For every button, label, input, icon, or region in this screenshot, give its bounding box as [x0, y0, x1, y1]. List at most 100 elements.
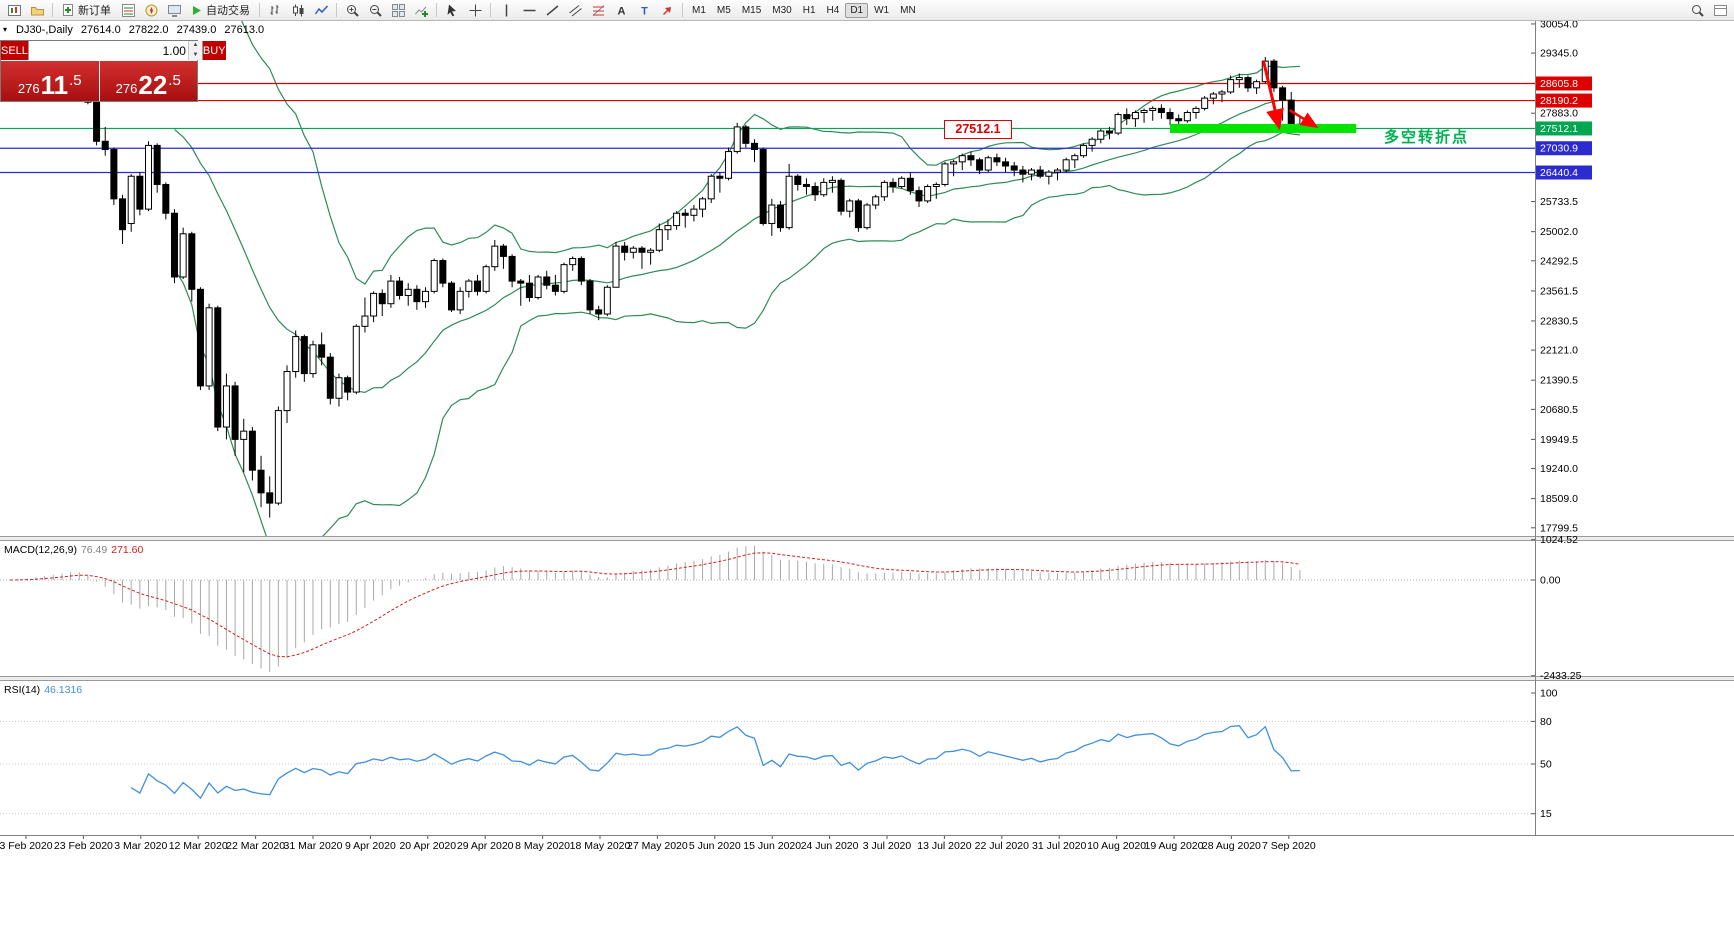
svg-text:27883.0: 27883.0 — [1540, 108, 1578, 120]
svg-text:3 Jul 2020: 3 Jul 2020 — [863, 840, 912, 852]
horizontal-line-icon[interactable] — [518, 1, 540, 20]
turning-point-note[interactable]: 多空转折点 — [1384, 129, 1470, 146]
svg-text:29345.0: 29345.0 — [1540, 48, 1578, 60]
buy-price-prefix: 276 — [115, 80, 138, 96]
volume-input[interactable] — [28, 41, 188, 60]
label-tool-icon[interactable]: T — [633, 1, 655, 20]
toolbar-separator — [52, 3, 53, 17]
timeframe-m15[interactable]: M15 — [741, 4, 762, 16]
new-chart-icon[interactable] — [3, 1, 25, 20]
autotrade-button[interactable]: 自动交易 — [186, 2, 255, 19]
volume-up-icon[interactable]: ▲ — [188, 41, 202, 51]
line-chart-type-icon[interactable] — [310, 1, 332, 20]
svg-text:12 Mar 2020: 12 Mar 2020 — [169, 840, 228, 852]
fibonacci-icon[interactable] — [587, 1, 609, 20]
market-watch-icon[interactable] — [117, 1, 139, 20]
svg-text:27512.1: 27512.1 — [1540, 123, 1578, 135]
navigator-icon[interactable] — [140, 1, 162, 20]
timeframe-w1[interactable]: W1 — [874, 4, 890, 16]
svg-text:15 Jun 2020: 15 Jun 2020 — [743, 840, 801, 852]
layout-icon[interactable] — [1709, 1, 1731, 20]
time-axis[interactable]: 3 Feb 2020 23 Feb 2020 3 Mar 2020 12 Mar 20… — [0, 836, 1316, 852]
text-tool-icon[interactable]: A — [610, 1, 632, 20]
macd-name: MACD(12,26,9) — [4, 544, 77, 556]
toolbar-separator — [336, 3, 337, 17]
one-click-collapse-icon[interactable]: ▾ — [3, 25, 8, 34]
timeframe-mn[interactable]: MN — [900, 4, 916, 16]
high-value: 27822.0 — [128, 24, 169, 36]
price-axis[interactable]: 30054.0 29345.0 27883.0 25733.5 25002.0 24292… — [1531, 18, 1592, 534]
buy-label-tab[interactable]: BUY — [202, 41, 226, 60]
timeframe-m30[interactable]: M30 — [772, 4, 792, 16]
chart-profiles-icon[interactable] — [26, 1, 48, 20]
macd-signal-value: 271.60 — [111, 544, 144, 556]
candles — [6, 42, 1304, 518]
svg-text:23 Feb 2020: 23 Feb 2020 — [54, 840, 113, 852]
svg-text:19 Aug 2020: 19 Aug 2020 — [1145, 840, 1204, 852]
svg-text:25002.0: 25002.0 — [1540, 226, 1578, 238]
svg-text:5 Jun 2020: 5 Jun 2020 — [689, 840, 741, 852]
indicators-icon[interactable] — [410, 1, 432, 20]
bar-chart-type-icon[interactable] — [264, 1, 286, 20]
main-chart[interactable] — [0, 0, 1535, 555]
buy-price-big: 22 — [138, 69, 168, 100]
toolbar-separator — [436, 3, 437, 17]
sell-button[interactable]: 276 11.5 — [1, 61, 99, 101]
close-value: 27613.0 — [224, 24, 265, 36]
tile-windows-icon[interactable] — [387, 1, 409, 20]
highlight-segment[interactable] — [1170, 123, 1357, 133]
timeframe-h1[interactable]: H1 — [802, 4, 816, 16]
zoom-out-icon[interactable] — [364, 1, 386, 20]
macd-panel[interactable] — [0, 545, 1535, 672]
svg-text:21390.5: 21390.5 — [1540, 375, 1578, 387]
autotrade-label: 自动交易 — [206, 5, 250, 17]
symbol-period-label: DJ30-,Daily — [16, 24, 73, 36]
svg-text:A: A — [617, 5, 625, 17]
buy-price-frac: .5 — [168, 72, 181, 89]
svg-text:80: 80 — [1540, 716, 1552, 728]
price-flag-27512[interactable]: 27512.1 — [944, 120, 1012, 139]
crosshair-icon[interactable] — [464, 1, 486, 20]
panel-divider[interactable] — [0, 676, 1734, 681]
rsi-label: RSI(14) 46.1316 — [4, 684, 82, 696]
svg-text:28190.2: 28190.2 — [1540, 95, 1578, 107]
sell-label-tab[interactable]: SELL — [1, 41, 28, 60]
trend-arrow-2[interactable] — [1288, 108, 1319, 129]
macd-label: MACD(12,26,9) 76.49 271.60 — [4, 544, 143, 556]
svg-text:24292.5: 24292.5 — [1540, 255, 1578, 267]
zoom-in-icon[interactable] — [341, 1, 363, 20]
svg-text:19949.5: 19949.5 — [1540, 434, 1578, 446]
svg-text:22121.0: 22121.0 — [1540, 345, 1578, 357]
sell-price-prefix: 276 — [17, 80, 40, 96]
svg-text:T: T — [641, 5, 648, 17]
svg-text:17799.5: 17799.5 — [1540, 522, 1578, 534]
search-icon[interactable] — [1686, 1, 1708, 20]
new-order-button[interactable]: 新订单 — [57, 2, 116, 19]
timeframe-d1[interactable]: D1 — [845, 2, 869, 18]
svg-text:26440.4: 26440.4 — [1540, 167, 1578, 179]
trendline-icon[interactable] — [541, 1, 563, 20]
svg-text:20 Apr 2020: 20 Apr 2020 — [399, 840, 456, 852]
candlestick-type-icon[interactable] — [287, 1, 309, 20]
volume-stepper[interactable]: ▲ ▼ — [187, 41, 202, 60]
macd-signal-line — [9, 552, 1300, 658]
timeframe-m5[interactable]: M5 — [716, 4, 731, 16]
arrows-tool-icon[interactable] — [656, 1, 678, 20]
volume-down-icon[interactable]: ▼ — [188, 50, 202, 60]
terminal-icon[interactable] — [163, 1, 185, 20]
buy-button[interactable]: 276 22.5 — [98, 61, 197, 101]
cursor-icon[interactable] — [441, 1, 463, 20]
svg-text:25733.5: 25733.5 — [1540, 196, 1578, 208]
equidistant-channel-icon[interactable] — [564, 1, 586, 20]
timeframe-m1[interactable]: M1 — [692, 4, 706, 16]
svg-text:20680.5: 20680.5 — [1540, 404, 1578, 416]
svg-text:23561.5: 23561.5 — [1540, 285, 1578, 297]
timeframe-h4[interactable]: H4 — [826, 4, 840, 16]
vertical-line-icon[interactable] — [495, 1, 517, 20]
svg-text:31 Jul 2020: 31 Jul 2020 — [1032, 840, 1086, 852]
svg-text:3 Feb 2020: 3 Feb 2020 — [0, 840, 53, 852]
trend-arrow-1[interactable] — [1262, 60, 1284, 131]
panel-divider[interactable] — [0, 536, 1734, 541]
rsi-panel[interactable] — [0, 720, 1535, 815]
